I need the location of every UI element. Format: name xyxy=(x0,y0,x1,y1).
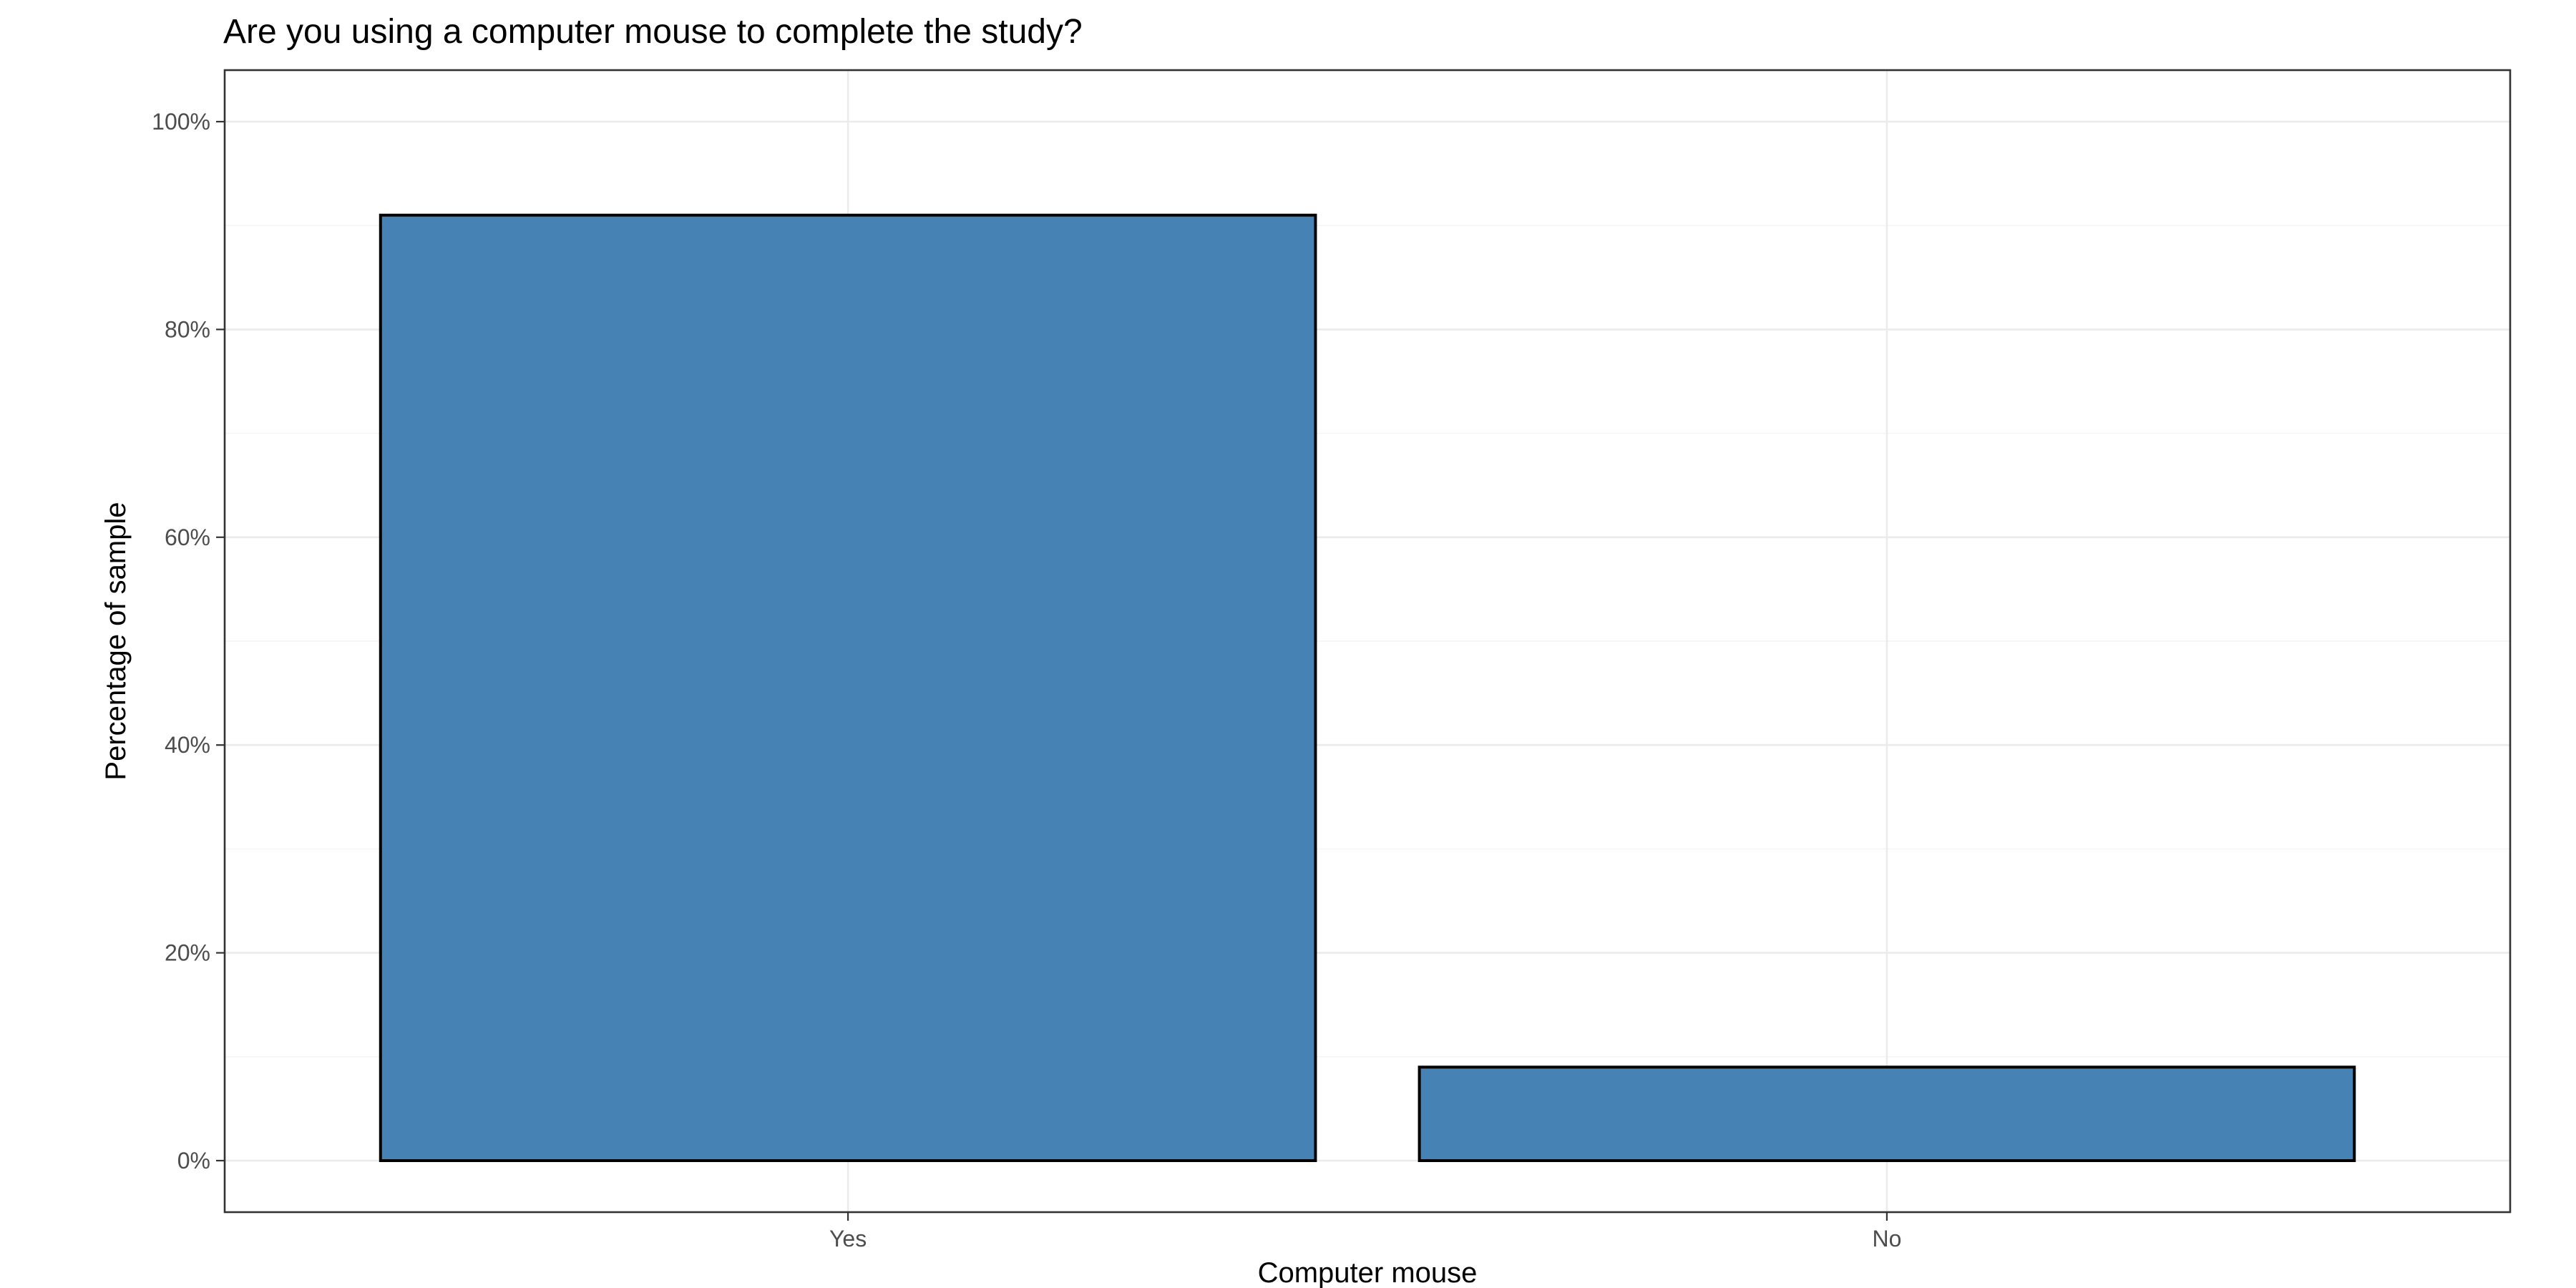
x-tick-label: Yes xyxy=(829,1226,867,1252)
y-axis: 0% 20% 40% 60% 80% 100% xyxy=(152,109,225,1174)
x-axis-title: Computer mouse xyxy=(1258,1257,1478,1288)
bars xyxy=(379,213,2356,1162)
y-tick-label: 80% xyxy=(165,316,210,342)
y-tick-label: 20% xyxy=(165,940,210,966)
y-tick-label: 40% xyxy=(165,732,210,758)
y-tick-label: 60% xyxy=(165,525,210,550)
chart-title: Are you using a computer mouse to comple… xyxy=(223,13,1083,51)
bar-yes xyxy=(379,213,1317,1162)
plot-panel xyxy=(223,69,2512,1214)
x-axis: Yes No xyxy=(829,1212,1901,1252)
bar-no xyxy=(1418,1065,2356,1162)
y-axis-title: Percentage of sample xyxy=(100,502,132,780)
panel-border xyxy=(223,69,2512,1214)
y-tick-label: 0% xyxy=(177,1148,210,1174)
y-tick-label: 100% xyxy=(152,109,210,135)
x-tick-label: No xyxy=(1872,1226,1901,1252)
